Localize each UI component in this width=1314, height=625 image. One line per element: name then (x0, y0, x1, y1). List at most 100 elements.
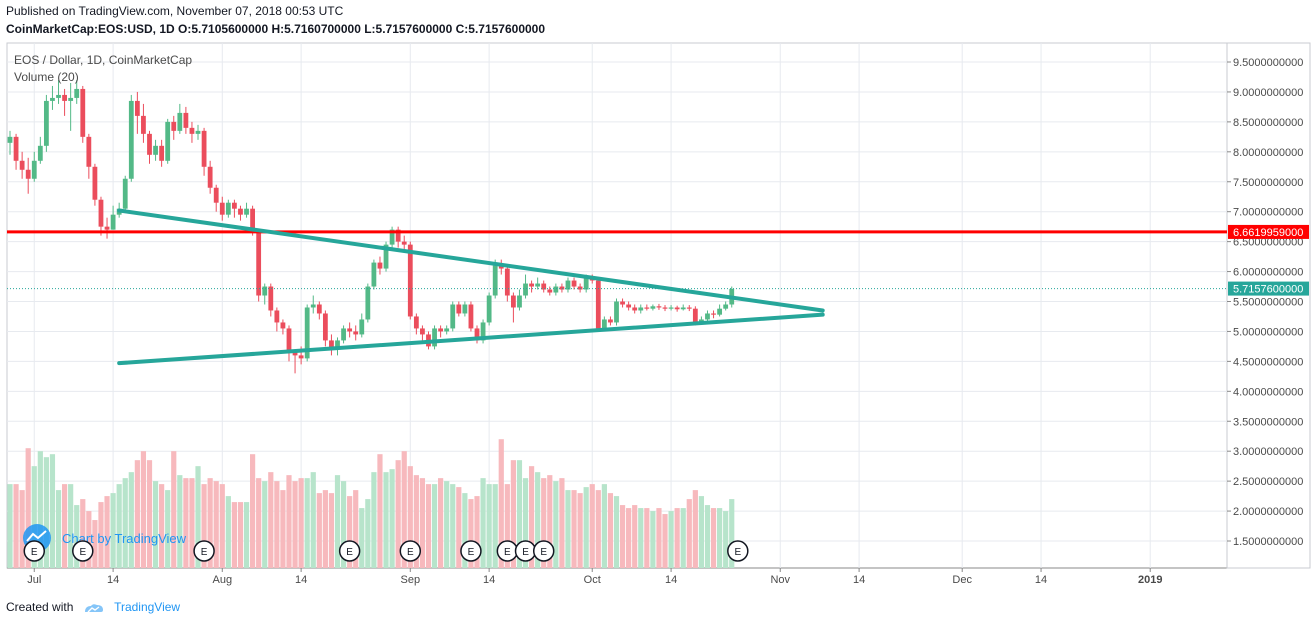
candle-body[interactable] (474, 328, 480, 341)
candle-body[interactable] (438, 328, 444, 332)
candle-body[interactable] (268, 286, 274, 311)
candle-body[interactable] (304, 307, 310, 359)
candle-body[interactable] (195, 130, 201, 134)
candle-body[interactable] (674, 307, 680, 310)
candle-body[interactable] (141, 115, 146, 134)
candle-body[interactable] (389, 229, 395, 245)
candle-body[interactable] (662, 307, 668, 309)
candle-body[interactable] (517, 295, 522, 308)
candle-body[interactable] (383, 244, 389, 269)
candle-body[interactable] (128, 100, 134, 179)
event-marker-icon[interactable] (338, 540, 361, 562)
candle-body[interactable] (171, 121, 177, 131)
candle-body[interactable] (620, 301, 625, 305)
candle-body[interactable] (98, 199, 104, 227)
candle-body[interactable] (13, 136, 19, 161)
candle-body[interactable] (510, 295, 516, 308)
candle-body[interactable] (559, 286, 565, 290)
candle-body[interactable] (43, 100, 49, 146)
candle-body[interactable] (407, 244, 413, 317)
candle-body[interactable] (134, 100, 140, 116)
candle-body[interactable] (577, 286, 583, 290)
upper-trendline[interactable] (117, 208, 825, 313)
candle-body[interactable] (656, 306, 662, 308)
candle-body[interactable] (632, 307, 638, 311)
candle-body[interactable] (614, 301, 619, 323)
candle-body[interactable] (353, 331, 359, 335)
candle-body[interactable] (104, 226, 110, 230)
candle-body[interactable] (723, 304, 729, 309)
candle-body[interactable] (644, 307, 650, 309)
lower-trendline[interactable] (117, 312, 825, 366)
candle-body[interactable] (638, 307, 644, 311)
candle-body[interactable] (529, 283, 534, 287)
candle-body[interactable] (280, 322, 286, 329)
candle-body[interactable] (371, 262, 377, 287)
candle-body[interactable] (274, 310, 280, 323)
candle-body[interactable] (292, 352, 298, 356)
candle-body[interactable] (122, 178, 128, 209)
candle-body[interactable] (486, 295, 492, 323)
candle-body[interactable] (335, 340, 340, 350)
event-marker-icon[interactable] (399, 540, 422, 562)
candle-body[interactable] (310, 304, 316, 308)
candle-body[interactable] (711, 313, 716, 315)
candle-body[interactable] (56, 94, 61, 98)
candle-body[interactable] (504, 268, 510, 296)
candle-body[interactable] (177, 112, 183, 131)
event-marker-icon[interactable] (72, 540, 94, 562)
candle-body[interactable] (450, 304, 456, 329)
event-marker-icon[interactable] (193, 540, 215, 562)
candle-body[interactable] (147, 133, 152, 155)
candle-body[interactable] (420, 328, 425, 335)
candle-body[interactable] (668, 307, 674, 309)
candle-body[interactable] (401, 241, 407, 245)
candle-body[interactable] (7, 136, 13, 143)
event-marker-icon[interactable] (727, 540, 749, 562)
candle-body[interactable] (316, 304, 322, 314)
candle-body[interactable] (456, 304, 462, 314)
candle-body[interactable] (377, 262, 383, 269)
candle-body[interactable] (395, 229, 401, 242)
candle-body[interactable] (608, 319, 613, 323)
candle-body[interactable] (256, 232, 262, 296)
candle-body[interactable] (650, 306, 656, 309)
price-axis[interactable] (1226, 42, 1311, 569)
candle-body[interactable] (480, 322, 486, 341)
candle-body[interactable] (692, 308, 698, 323)
candle-body[interactable] (86, 136, 92, 167)
candle-body[interactable] (31, 160, 37, 179)
candle-body[interactable] (153, 145, 158, 155)
candle-body[interactable] (232, 202, 237, 209)
candle-body[interactable] (347, 328, 353, 332)
candle-body[interactable] (359, 319, 365, 335)
candle-body[interactable] (547, 289, 553, 293)
footer-brand-link[interactable]: TradingView (114, 600, 181, 614)
candle-body[interactable] (322, 313, 328, 341)
candle-body[interactable] (626, 304, 632, 308)
candle-body[interactable] (92, 166, 98, 200)
candle-body[interactable] (686, 307, 692, 309)
candle-body[interactable] (523, 283, 528, 296)
candle-body[interactable] (571, 280, 577, 287)
candle-body[interactable] (213, 187, 219, 203)
candle-body[interactable] (183, 112, 189, 128)
candle-body[interactable] (341, 328, 346, 341)
candle-body[interactable] (553, 286, 559, 293)
candle-body[interactable] (535, 283, 541, 287)
candle-body[interactable] (207, 166, 213, 188)
candle-body[interactable] (68, 97, 74, 101)
candle-body[interactable] (699, 319, 704, 323)
candle-body[interactable] (298, 355, 304, 359)
candle-body[interactable] (432, 328, 437, 347)
candle-body[interactable] (595, 280, 601, 329)
candle-body[interactable] (189, 127, 195, 134)
candle-body[interactable] (498, 265, 504, 269)
candle-body[interactable] (444, 328, 450, 332)
event-marker-icon[interactable] (532, 540, 555, 562)
candle-body[interactable] (262, 286, 268, 296)
candle-body[interactable] (50, 97, 55, 101)
candle-body[interactable] (250, 208, 255, 233)
candle-body[interactable] (201, 130, 207, 167)
